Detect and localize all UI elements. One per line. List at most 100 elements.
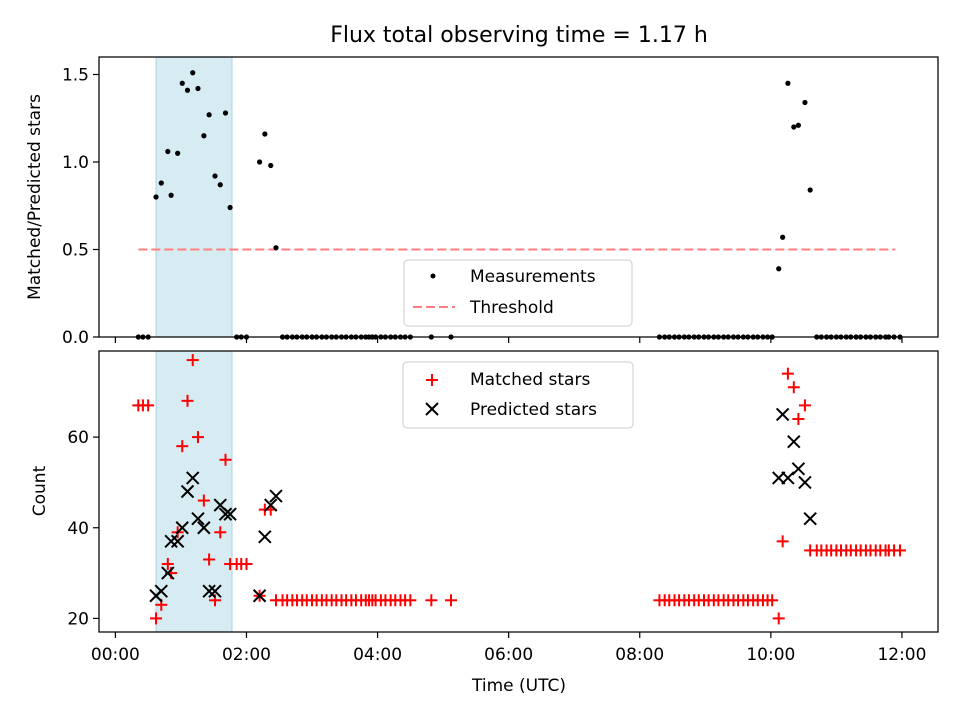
x-tick-label: 12:00 xyxy=(877,645,926,665)
matched-star-point xyxy=(787,381,800,394)
x-tick-label: 10:00 xyxy=(746,645,795,665)
matched-star-point xyxy=(781,367,794,380)
legend-label-measurements: Measurements xyxy=(470,267,596,287)
predicted-star-point xyxy=(208,584,222,598)
predicted-star-point xyxy=(180,484,195,499)
legend-label-matched: Matched stars xyxy=(470,370,590,390)
matched-star-point xyxy=(176,440,189,453)
predicted-star-point xyxy=(269,489,283,503)
matched-star-point xyxy=(425,594,438,607)
y-tick-label: 40 xyxy=(67,519,89,539)
measurement-point xyxy=(273,245,279,251)
predicted-star-point xyxy=(202,584,216,598)
y-axis-label-count: Count xyxy=(30,465,50,516)
matched-star-point xyxy=(191,431,204,444)
measurement-point xyxy=(184,87,191,93)
measurement-point xyxy=(268,162,274,169)
measurement-point xyxy=(153,194,159,200)
predicted-stars-series xyxy=(149,407,817,603)
matched-star-point xyxy=(161,558,174,571)
axes-frame-top xyxy=(98,56,939,338)
measurement-point xyxy=(179,80,185,86)
matched-star-point xyxy=(240,558,253,571)
matched-star-point xyxy=(219,453,232,466)
panel-counts: 20 40 60 00:00 02:00 04:00 06:00 08:00 10:00 12:… xyxy=(30,350,939,696)
measurement-point xyxy=(785,80,791,86)
matched-star-point xyxy=(792,412,805,425)
x-axis-label: Time (UTC) xyxy=(471,676,566,696)
axes-frame-bottom xyxy=(98,350,939,633)
figure-title: Flux total observing time = 1.17 h xyxy=(330,23,708,48)
predicted-star-point xyxy=(781,471,795,485)
measurement-point xyxy=(780,234,786,240)
y-tick-label: 1.5 xyxy=(62,66,89,86)
legend-box-top xyxy=(403,259,633,327)
observing-window-span xyxy=(155,56,233,338)
measurement-point xyxy=(212,173,218,179)
predicted-star-point xyxy=(775,407,790,422)
measurement-point xyxy=(227,204,233,211)
predicted-star-point xyxy=(218,507,233,521)
matched-star-point xyxy=(214,526,227,539)
predicted-star-point xyxy=(787,434,801,449)
measurement-point xyxy=(256,159,263,165)
matched-star-point xyxy=(772,612,785,625)
matched-stars-series xyxy=(132,354,906,625)
x-axis-ticks-top xyxy=(114,337,903,343)
predicted-star-point xyxy=(186,471,200,485)
measurement-point xyxy=(776,266,782,272)
predicted-star-point xyxy=(154,584,168,598)
predicted-star-point xyxy=(252,589,267,603)
matched-star-point xyxy=(181,394,194,407)
x-tick-label: 06:00 xyxy=(484,645,533,665)
predicted-star-point xyxy=(223,507,237,521)
matched-star-point xyxy=(893,544,906,557)
predicted-star-point xyxy=(798,475,812,490)
measurement-point xyxy=(217,182,223,188)
predicted-star-point xyxy=(803,511,817,526)
matched-star-point xyxy=(404,594,417,607)
legend-top: Measurements Threshold xyxy=(403,259,633,327)
legend-label-threshold: Threshold xyxy=(469,298,554,318)
measurement-point xyxy=(807,187,813,193)
legend-label-predicted: Predicted stars xyxy=(470,400,597,420)
legend-marker-matched xyxy=(426,374,438,386)
matched-star-point xyxy=(197,494,210,507)
predicted-star-point xyxy=(164,534,178,549)
measurement-point xyxy=(195,85,201,92)
measurement-point xyxy=(158,180,164,186)
y-axis-ticks-count: 20 40 60 xyxy=(67,428,99,629)
measurement-point xyxy=(791,124,797,130)
x-tick-label: 04:00 xyxy=(353,645,402,665)
y-tick-label: 20 xyxy=(67,609,89,629)
measurement-point xyxy=(795,122,801,128)
y-axis-ticks-ratio: 0.0 0.5 1.0 1.5 xyxy=(62,66,99,348)
x-tick-label: 02:00 xyxy=(222,645,271,665)
predicted-star-point xyxy=(161,566,175,580)
predicted-star-point xyxy=(791,462,806,476)
measurement-point xyxy=(206,112,212,118)
matched-star-point xyxy=(150,612,163,625)
x-axis-ticks: 00:00 02:00 04:00 06:00 08:00 10:00 12:00 xyxy=(91,632,926,665)
y-axis-label-ratio: Matched/Predicted stars xyxy=(25,94,45,300)
measurement-point xyxy=(175,150,181,156)
legend-marker-measurements xyxy=(430,273,436,279)
predicted-star-point xyxy=(264,498,278,512)
panel-ratio: 0.0 0.5 1.0 1.5 Matched/Predicted stars Mea… xyxy=(25,56,939,348)
matched-star-point xyxy=(203,553,216,566)
measurement-point xyxy=(262,131,268,137)
predicted-star-point xyxy=(191,511,205,526)
predicted-star-point xyxy=(258,530,272,544)
measurement-point xyxy=(165,148,171,155)
matched-star-point xyxy=(186,354,199,367)
measurement-point xyxy=(802,99,808,106)
measurement-point xyxy=(168,192,174,198)
measurement-point xyxy=(190,70,196,76)
matched-star-point xyxy=(142,399,155,412)
y-tick-label: 60 xyxy=(67,428,89,448)
matched-star-point xyxy=(766,594,779,607)
matched-star-point xyxy=(798,399,811,412)
x-tick-label: 00:00 xyxy=(91,645,140,665)
predicted-star-point xyxy=(170,534,185,549)
